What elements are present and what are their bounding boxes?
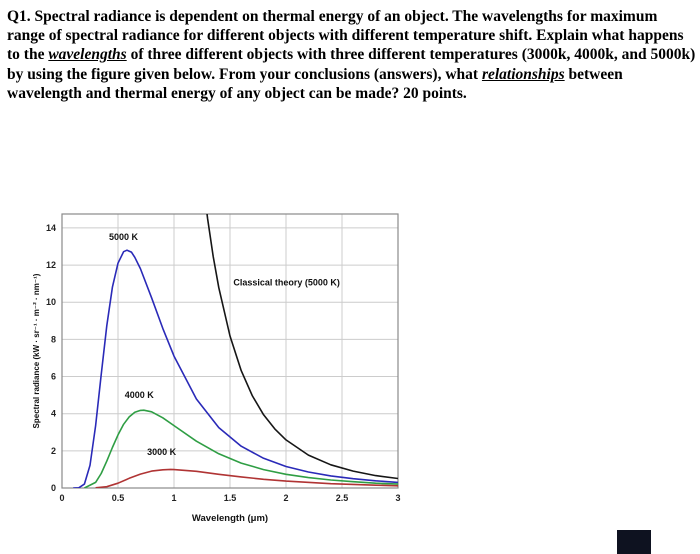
question-segment: relationships — [481, 65, 565, 83]
question-segment: Q1. Spectral radiance is dependent on th… — [7, 8, 684, 64]
curve-label: Classical theory (5000 K) — [233, 278, 340, 288]
x-tick-label: 2.5 — [336, 493, 349, 503]
x-tick-label: 1 — [171, 493, 176, 503]
question-text: Q1. Spectral radiance is dependent on th… — [7, 7, 696, 103]
x-tick-label: 3 — [395, 493, 400, 503]
x-tick-label: 1.5 — [224, 493, 237, 503]
plot-border — [61, 213, 399, 489]
curve-label: 5000 K — [109, 232, 139, 242]
question-segment: of three different objects with three di… — [7, 46, 696, 83]
x-axis-title: Wavelength (μm) — [192, 513, 268, 524]
curve-label: 4000 K — [125, 390, 155, 400]
curve-4000-k — [84, 409, 398, 488]
y-tick-label: 14 — [46, 223, 56, 233]
curve-3000-k — [95, 468, 398, 488]
y-tick-label: 8 — [51, 334, 56, 344]
x-tick-label: 2 — [283, 493, 288, 503]
curve-label: 3000 K — [147, 447, 177, 457]
question-segment: between wavelength and thermal energy of… — [7, 65, 623, 102]
corner-artifact — [617, 530, 651, 554]
curve-5000-k — [73, 249, 398, 488]
y-axis-title: Spectral radiance (kW · sr⁻¹ · m⁻² · nm⁻… — [32, 273, 41, 428]
y-tick-label: 2 — [51, 446, 56, 456]
y-tick-label: 4 — [51, 409, 56, 419]
x-tick-label: 0.5 — [112, 493, 125, 503]
y-tick-label: 12 — [46, 260, 56, 270]
y-tick-label: 0 — [51, 483, 56, 493]
curve-classical-theory-5000-k- — [206, 214, 398, 480]
y-tick-label: 6 — [51, 372, 56, 382]
blackbody-figure: 5000 K Classical theory (5000 K) 4000 K 300… — [28, 200, 428, 538]
x-tick-label: 0 — [59, 493, 64, 503]
question-segment: wavelengths — [48, 46, 127, 64]
y-tick-label: 10 — [46, 297, 56, 307]
